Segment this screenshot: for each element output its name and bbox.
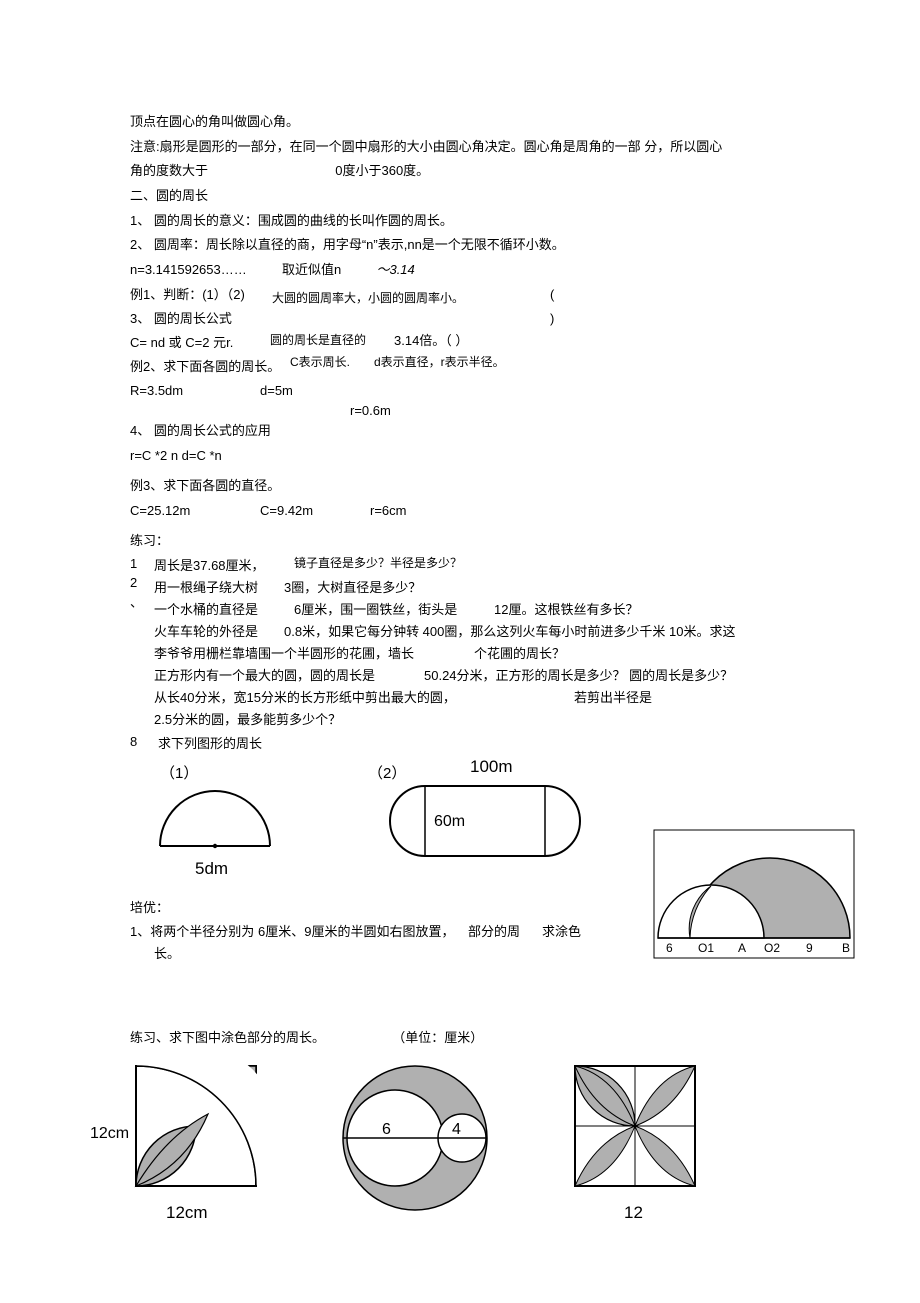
p-n1: 1: [130, 554, 143, 574]
pr5-a: 李爷爷用栅栏靠墙围一个半圆形的花圃，墙长: [154, 642, 414, 667]
pr7a: 从长40分米，宽15分米的长方形纸中剪出最大的圆， 若剪出半径是: [154, 686, 820, 708]
pr6-a: 正方形内有一个最大的圆，圆的周长是: [154, 664, 375, 689]
fig1-dim: 5dm: [195, 859, 228, 878]
figure-four-petals: 12: [560, 1058, 710, 1228]
ex1-left: 例1、判断：(1）（2): [130, 283, 245, 308]
ex2-r2: d表示直径，r表示半径。: [374, 351, 505, 374]
figure-circle-inner: 6 4: [330, 1058, 500, 1228]
peiyu-l1a: 1、将两个半径分别为: [130, 920, 254, 945]
fig1-label: （1）: [160, 765, 198, 782]
pr5: 李爷爷用栅栏靠墙围一个半圆形的花圃，墙长 个花圃的周长？: [154, 642, 820, 664]
pr3-c: 12厘。这根铁丝有多长？: [494, 598, 638, 623]
pr3: 一个水桶的直径是 6厘米，围一圈铁丝，街头是 12厘。这根铁丝有多长？: [154, 598, 820, 620]
pr2: 用一根绳子绕大树 3圈，大树直径是多少？: [154, 576, 820, 598]
radii-row1: R=3.5dm d=5m: [130, 379, 820, 399]
peiyu-l1c: 部分的周: [468, 920, 520, 945]
fig2-top: 100m: [470, 757, 513, 776]
pr3-b: 6厘米，围一圈铁丝，街头是: [294, 598, 457, 623]
practice2-title: 练习、求下图中涂色部分的周长。: [130, 1030, 325, 1045]
svg-text:6: 6: [666, 941, 673, 955]
practice2-unit: （单位：厘米）: [392, 1030, 483, 1045]
c-num: 3.14倍。（ ）: [394, 329, 468, 354]
fig2-label: （2）: [368, 765, 406, 782]
pr4: 火车车轮的外径是 0.8米，如果它每分钟转 400圈，那么这列火车每小时前进多少…: [154, 620, 820, 642]
figure-two-semicircles: 6 O1 A O2 9 B: [650, 826, 860, 966]
c-mid: 圆的周长是直径的: [270, 329, 366, 352]
ex3-values: C=25.12m C=9.42m r=6cm: [130, 499, 820, 523]
svg-text:B: B: [842, 941, 850, 955]
pr7-c: 2.5分米的圆，最多能剪多少个？: [154, 708, 341, 733]
ex2-left: 例2、求下面各圆的周长。: [130, 355, 280, 380]
ex2-row: 例2、求下面各圆的周长。 C表示周长. d表示直径，r表示半径。: [130, 355, 820, 379]
sec2-pi: n=3.141592653…… 取近似值n ～3.14: [130, 258, 820, 283]
pr1-right: 镜子直径是多少？半径是多少？: [294, 552, 462, 575]
f1-bottom-label: 12cm: [166, 1203, 208, 1222]
pi-mid: 取近似值n: [282, 262, 341, 277]
radii-row2: r=0.6m: [130, 399, 820, 419]
ex1-row: 例1、判断：(1）（2) 大圆的圆周率大，小圆的圆周率小。 (: [130, 283, 820, 307]
ex2-right: C表示周长.: [290, 351, 350, 374]
pi-right: ～3.14: [376, 262, 414, 277]
p-dot: 、: [130, 593, 143, 613]
ex3-left: C=25.12m: [130, 499, 190, 524]
c-left: C= nd 或 C=2 元r.: [130, 331, 233, 356]
intro-l1: 顶点在圆心的角叫做圆心角。: [130, 110, 820, 135]
p-n2: 2: [130, 573, 143, 593]
p3-left: 3、 圆的周长公式: [130, 307, 232, 332]
pr1: 周长是37.68厘米， 镜子直径是多少？半径是多少？: [154, 554, 820, 576]
svg-text:O1: O1: [698, 941, 714, 955]
peiyu-l1b: 6厘米、9厘米的半圆如右图放置，: [258, 920, 454, 945]
f2-right-label: 4: [452, 1121, 461, 1138]
pr6: 正方形内有一个最大的圆，圆的周长是 50.24分米，正方形的周长是多少？ 圆的周…: [154, 664, 820, 686]
pr4-a: 火车车轮的外径是: [154, 620, 258, 645]
pr3-a: 一个水桶的直径是: [154, 598, 258, 623]
sec2-p1: 1、 圆的周长的意义：围成圆的曲线的长叫作圆的周长。: [130, 209, 820, 234]
ex1-paren: (: [550, 283, 554, 308]
p3-right: ): [550, 307, 554, 332]
pi-left: n=3.141592653……: [130, 262, 247, 277]
figure-square-leaf: 12cm 12cm: [90, 1058, 270, 1228]
pr7-b: 若剪出半径是: [574, 686, 652, 711]
peiyu-l1d: 求涂色: [542, 920, 581, 945]
p3-row: 3、 圆的周长公式 ): [130, 307, 820, 331]
svg-text:A: A: [738, 941, 746, 955]
figure-1-semicircle: （1） 5dm: [140, 756, 290, 886]
pr5-b: 个花圃的周长？: [474, 642, 565, 667]
sec2-p4: 4、 圆的周长公式的应用: [130, 419, 820, 444]
peiyu-l2: 长。: [154, 946, 180, 961]
pr2-right: 3圈，大树直径是多少？: [284, 576, 421, 601]
formula2: r=C *2 n d=C *n: [130, 444, 820, 469]
f3-bottom-label: 12: [624, 1203, 643, 1222]
ex3-title: 例3、求下面各圆的直径。: [130, 474, 820, 499]
practice-title: 练习：: [130, 529, 820, 554]
svg-text:O2: O2: [764, 941, 780, 955]
svg-text:9: 9: [806, 941, 813, 955]
pr7-a: 从长40分米，宽15分米的长方形纸中剪出最大的圆，: [154, 686, 456, 711]
ex3-mid: C=9.42m: [260, 499, 313, 524]
pr2-left: 用一根绳子绕大树: [154, 576, 258, 601]
intro-l2a: 注意:扇形是圆形的一部分，在同一个圆中扇形的大小由圆心角决定。圆心角是周角的一部…: [130, 135, 820, 160]
intro-l2b-left: 角的度数大于: [130, 163, 208, 178]
pr6-b: 50.24分米，正方形的周长是多少？ 圆的周长是多少？: [424, 664, 733, 689]
pr7b: 2.5分米的圆，最多能剪多少个？: [154, 708, 820, 730]
f1-left-label: 12cm: [90, 1125, 129, 1142]
sec2-title: 二、圆的周长: [130, 184, 820, 209]
sec2-p2: 2、 圆周率：周长除以直径的商，用字母“n”表示,nn是一个无限不循环小数。: [130, 233, 820, 258]
fig2-left: 60m: [434, 813, 465, 830]
pr1-left: 周长是37.68厘米，: [154, 554, 265, 579]
intro-l2b: 角的度数大于 0度小于360度。: [130, 159, 820, 184]
pr8: 求下列图形的周长: [140, 732, 262, 757]
intro-l2b-mid: 0度小于360度。: [335, 163, 429, 178]
figure-2-stadium: （2） 100m 60m: [350, 756, 600, 876]
p-n8: 8: [130, 730, 137, 755]
ex3-right: r=6cm: [370, 499, 406, 524]
f2-left-label: 6: [382, 1121, 391, 1138]
pr4-b: 0.8米，如果它每分钟转 400圈，那么这列火车每小时前进多少千米 10米。求这: [284, 620, 735, 645]
